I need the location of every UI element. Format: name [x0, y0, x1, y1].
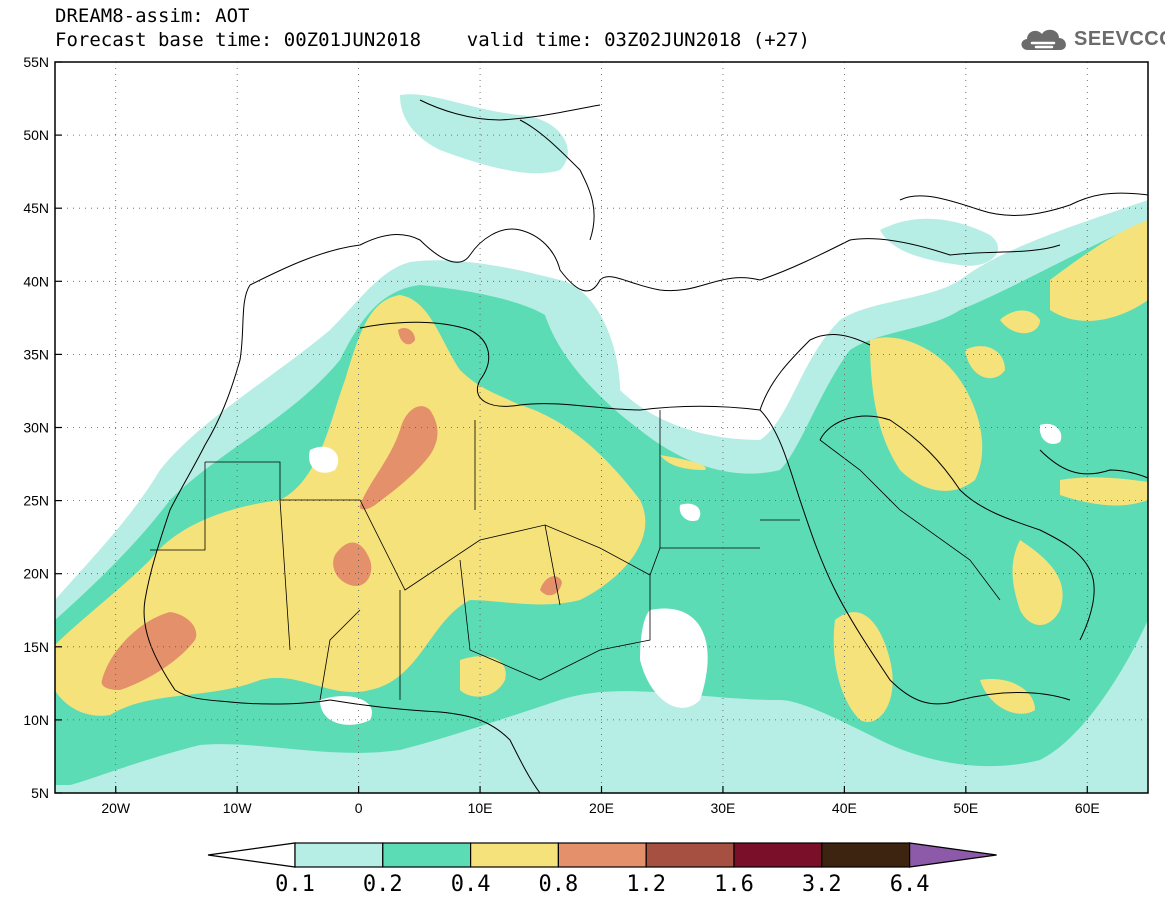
lat-tick-label: 35N	[23, 346, 49, 362]
colorbar-level-label: 1.6	[714, 872, 754, 897]
seevccc-logo: SEEVCCC	[1018, 22, 1165, 56]
aot-level-0.4	[55, 220, 1148, 722]
latitude-axis: 5N 10N 15N 20N 25N 30N 35N 40N 45N 50N 55N	[23, 54, 62, 801]
lat-tick-label: 20N	[23, 566, 49, 582]
map-title: DREAM8-assim: AOT	[55, 5, 250, 27]
colorbar-level-label: 6.4	[890, 872, 930, 897]
lon-tick-label: 0	[355, 800, 363, 816]
longitude-axis: 20W 10W 0 10E 20E 30E 40E 50E 60E	[101, 786, 1100, 816]
lat-tick-label: 50N	[23, 127, 49, 143]
lat-tick-label: 40N	[23, 273, 49, 289]
lon-tick-label: 30E	[710, 800, 735, 816]
colorbar: 0.1 0.2 0.4 0.8 1.2 1.6 3.2 6.4	[207, 842, 997, 897]
colorbar-under-arrow	[207, 842, 296, 868]
map-grid	[55, 62, 1148, 793]
lat-tick-label: 45N	[23, 200, 49, 216]
lat-tick-label: 5N	[31, 785, 49, 801]
cloud-icon	[1021, 29, 1066, 50]
colorbar-box	[382, 842, 472, 868]
lon-tick-label: 20W	[101, 800, 131, 816]
colorbar-level-label: 0.1	[275, 872, 315, 897]
lat-tick-label: 30N	[23, 420, 49, 436]
lon-tick-label: 10E	[468, 800, 493, 816]
colorbar-box	[557, 842, 647, 868]
colorbar-level-label: 0.4	[451, 872, 491, 897]
aot-low-gaps	[309, 423, 1062, 725]
colorbar-box	[821, 842, 911, 868]
colorbar-box	[733, 842, 823, 868]
lat-tick-label: 25N	[23, 493, 49, 509]
colorbar-level-label: 0.2	[363, 872, 403, 897]
lat-tick-label: 10N	[23, 712, 49, 728]
coastlines	[143, 99, 1148, 793]
forecast-time-line: Forecast base time: 00Z01JUN2018 valid t…	[55, 29, 810, 51]
lon-tick-label: 50E	[953, 800, 978, 816]
colorbar-box	[645, 842, 735, 868]
lon-tick-label: 60E	[1075, 800, 1100, 816]
aot-level-0.8	[101, 328, 562, 690]
colorbar-over-arrow	[908, 842, 997, 868]
logo-text: SEEVCCC	[1074, 27, 1165, 50]
lat-tick-label: 15N	[23, 639, 49, 655]
colorbar-level-label: 0.8	[539, 872, 579, 897]
lon-tick-label: 10W	[223, 800, 253, 816]
colorbar-box	[470, 842, 560, 868]
lon-tick-label: 20E	[589, 800, 614, 816]
lon-tick-label: 40E	[832, 800, 857, 816]
colorbar-level-label: 1.2	[626, 872, 666, 897]
aot-field	[55, 62, 1148, 793]
colorbar-level-label: 3.2	[802, 872, 842, 897]
colorbar-box	[294, 842, 384, 868]
lat-tick-label: 55N	[23, 54, 49, 70]
